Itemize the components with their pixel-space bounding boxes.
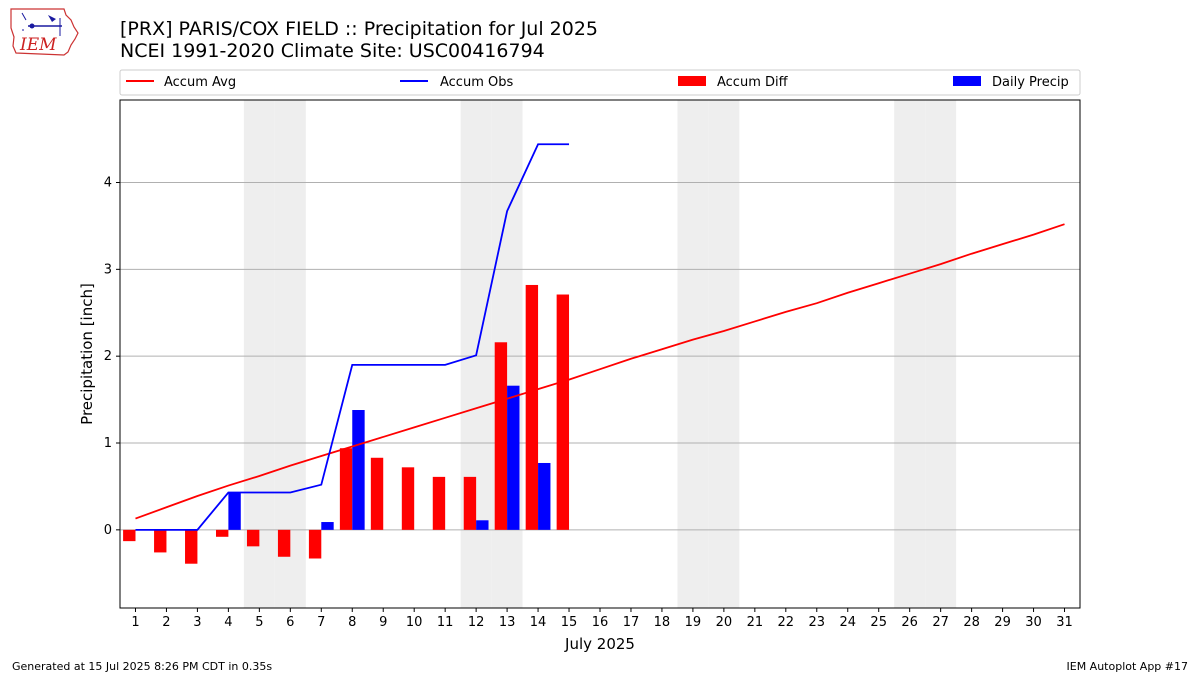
legend-label: Accum Diff (717, 75, 789, 90)
accum-diff-bar (277, 529, 291, 557)
x-tick-label: 24 (839, 615, 856, 630)
accum-diff-bar (339, 448, 353, 530)
x-tick-label: 29 (994, 615, 1011, 630)
x-tick-label: 8 (348, 615, 356, 630)
x-tick-label: 3 (193, 615, 201, 630)
x-tick-label: 15 (561, 615, 578, 630)
x-tick-label: 12 (468, 615, 485, 630)
x-tick-label: 21 (747, 615, 764, 630)
accum-diff-bar (216, 529, 229, 537)
accum-diff-bar (494, 342, 508, 530)
weekend-shade (677, 100, 709, 608)
weekend-shade (894, 100, 926, 608)
x-tick-label: 28 (963, 615, 980, 630)
x-tick-label: 23 (809, 615, 826, 630)
y-tick-label: 0 (104, 523, 112, 538)
x-tick-label: 16 (592, 615, 609, 630)
accum-diff-bar (401, 467, 415, 530)
legend-swatch (678, 76, 706, 86)
weekend-shade (274, 100, 306, 608)
weekend-shade (925, 100, 957, 608)
accum-diff-bar (432, 476, 446, 530)
iowa-outline-icon (10, 8, 79, 56)
x-tick-label: 6 (286, 615, 294, 630)
y-tick-label: 2 (104, 349, 112, 364)
daily-precip-bar (321, 522, 334, 530)
x-tick-label: 1 (131, 615, 139, 630)
y-axis-label: Precipitation [inch] (78, 283, 96, 425)
x-axis-label: July 2025 (564, 635, 635, 653)
accum-diff-bar (123, 529, 136, 542)
accum-diff-bar (154, 529, 167, 553)
daily-precip-bar (507, 385, 520, 530)
accum-diff-bar (308, 529, 322, 559)
chart-title: [PRX] PARIS/COX FIELD :: Precipitation f… (120, 18, 599, 40)
x-tick-label: 4 (224, 615, 232, 630)
daily-precip-bar (538, 462, 551, 530)
accum-diff-bar (185, 529, 198, 564)
accum-avg-line (135, 223, 1065, 520)
x-tick-label: 27 (932, 615, 949, 630)
x-tick-label: 19 (685, 615, 702, 630)
accum-diff-bar (463, 476, 477, 530)
accum-obs-line (135, 143, 570, 531)
x-tick-label: 17 (623, 615, 640, 630)
legend-box (119, 69, 1081, 96)
iem-logo: IEM (10, 8, 79, 56)
y-tick-label: 4 (104, 175, 112, 190)
x-tick-label: 20 (716, 615, 733, 630)
daily-precip-bar (228, 492, 241, 530)
x-tick-label: 5 (255, 615, 263, 630)
x-tick-label: 26 (901, 615, 918, 630)
legend: Accum Avg Accum Obs Accum Diff Daily Precip (119, 69, 1081, 96)
weekend-shade (708, 100, 740, 608)
legend-swatch (953, 76, 981, 86)
accum-diff-bar (525, 284, 539, 530)
x-tick-label: 9 (379, 615, 387, 630)
y-tick-label: 1 (104, 436, 112, 451)
accum-diff-bar (556, 294, 570, 530)
legend-label: Accum Obs (440, 75, 513, 90)
app-credit: IEM Autoplot App #17 (1066, 660, 1189, 673)
x-tick-label: 14 (530, 615, 547, 630)
x-tick-label: 22 (778, 615, 795, 630)
generated-note: Generated at 15 Jul 2025 8:26 PM CDT in … (12, 660, 273, 673)
accum-diff-bar (246, 529, 260, 547)
x-tick-label: 30 (1025, 615, 1042, 630)
chart-subtitle: NCEI 1991-2020 Climate Site: USC00416794 (120, 40, 545, 62)
x-tick-label: 11 (437, 615, 454, 630)
daily-precip-bar (352, 410, 365, 530)
logo-text: IEM (19, 35, 57, 55)
weekend-shade (243, 100, 275, 608)
weather-station-icon (21, 12, 62, 36)
x-tick-label: 2 (162, 615, 170, 630)
x-tick-label: 18 (654, 615, 671, 630)
y-tick-label: 3 (104, 262, 112, 277)
accum-diff-bar (370, 457, 384, 530)
x-tick-label: 7 (317, 615, 325, 630)
x-tick-label: 31 (1056, 615, 1073, 630)
daily-precip-bar (476, 520, 489, 530)
legend-label: Accum Avg (164, 75, 236, 90)
x-tick-label: 25 (870, 615, 887, 630)
x-tick-label: 13 (499, 615, 516, 630)
legend-label: Daily Precip (992, 75, 1069, 90)
x-tick-label: 10 (406, 615, 423, 630)
